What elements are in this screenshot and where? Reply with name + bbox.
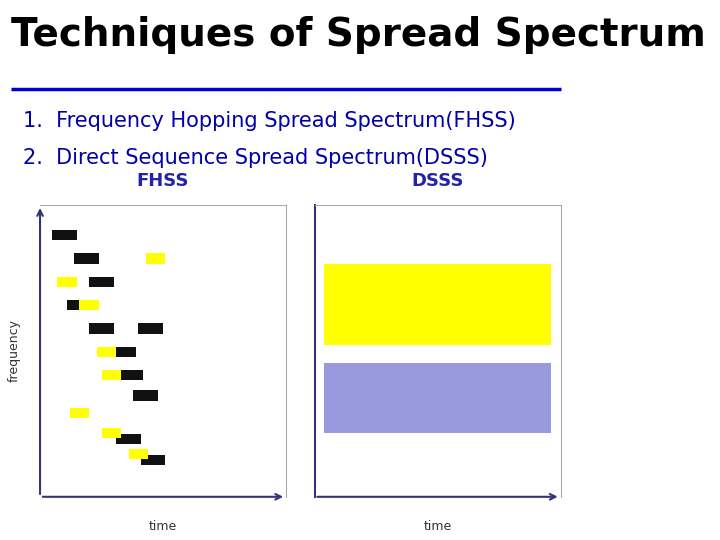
Bar — [89, 323, 114, 334]
Text: time: time — [149, 520, 177, 533]
Bar — [133, 390, 158, 401]
Text: FHSS: FHSS — [137, 172, 189, 190]
Bar — [70, 408, 89, 418]
Bar — [74, 253, 99, 264]
Bar — [58, 276, 77, 287]
Text: Techniques of Spread Spectrum: Techniques of Spread Spectrum — [12, 16, 706, 54]
Bar — [141, 455, 166, 465]
Bar — [129, 449, 148, 459]
Text: 1.  Frequency Hopping Spread Spectrum(FHSS): 1. Frequency Hopping Spread Spectrum(FHS… — [23, 111, 516, 131]
Bar — [119, 370, 143, 380]
Text: DSSS: DSSS — [411, 172, 464, 190]
Bar — [138, 323, 163, 334]
Text: time: time — [423, 520, 451, 533]
Bar — [102, 370, 121, 380]
Bar — [112, 347, 136, 357]
Text: 2.  Direct Sequence Spread Spectrum(DSSS): 2. Direct Sequence Spread Spectrum(DSSS) — [23, 148, 487, 168]
Bar — [79, 300, 99, 310]
Bar — [53, 230, 77, 240]
Bar — [89, 276, 114, 287]
Bar — [325, 363, 551, 433]
Bar — [96, 347, 117, 357]
Text: frequency: frequency — [8, 320, 21, 382]
Bar — [67, 300, 91, 310]
Bar — [117, 434, 141, 444]
Bar — [325, 264, 551, 345]
Bar — [102, 428, 121, 438]
Bar — [145, 253, 166, 264]
